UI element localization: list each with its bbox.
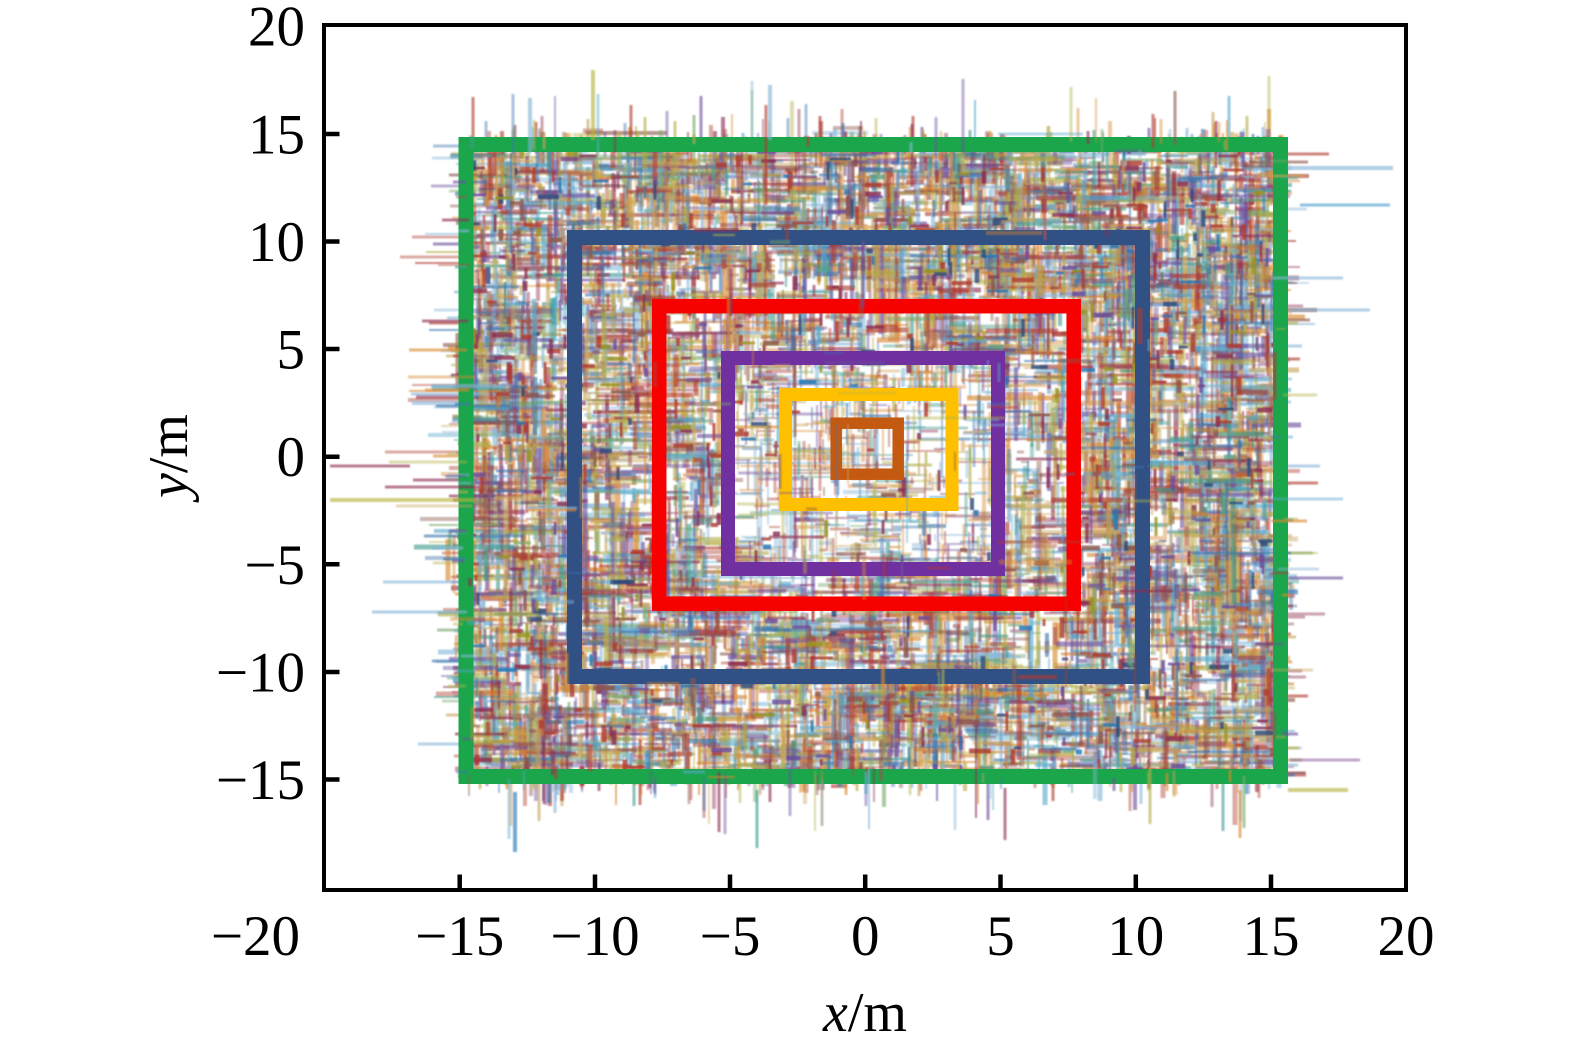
svg-text:5: 5 xyxy=(277,319,306,382)
svg-text:15: 15 xyxy=(1243,905,1300,968)
svg-text:−20: −20 xyxy=(211,905,300,968)
svg-text:−15: −15 xyxy=(415,905,504,968)
svg-text:0: 0 xyxy=(277,426,306,489)
svg-text:0: 0 xyxy=(851,905,880,968)
svg-text:5: 5 xyxy=(986,905,1015,968)
svg-text:15: 15 xyxy=(248,104,305,167)
svg-text:−10: −10 xyxy=(216,642,305,705)
svg-text:x/m: x/m xyxy=(822,982,907,1044)
svg-text:−5: −5 xyxy=(244,534,305,597)
svg-text:−15: −15 xyxy=(216,749,305,812)
svg-text:10: 10 xyxy=(248,211,305,274)
svg-text:−5: −5 xyxy=(700,905,761,968)
svg-text:−10: −10 xyxy=(550,905,639,968)
svg-text:20: 20 xyxy=(1378,905,1435,968)
svg-text:10: 10 xyxy=(1107,905,1164,968)
svg-text:20: 20 xyxy=(248,0,305,59)
svg-text:y/m: y/m xyxy=(138,414,200,503)
